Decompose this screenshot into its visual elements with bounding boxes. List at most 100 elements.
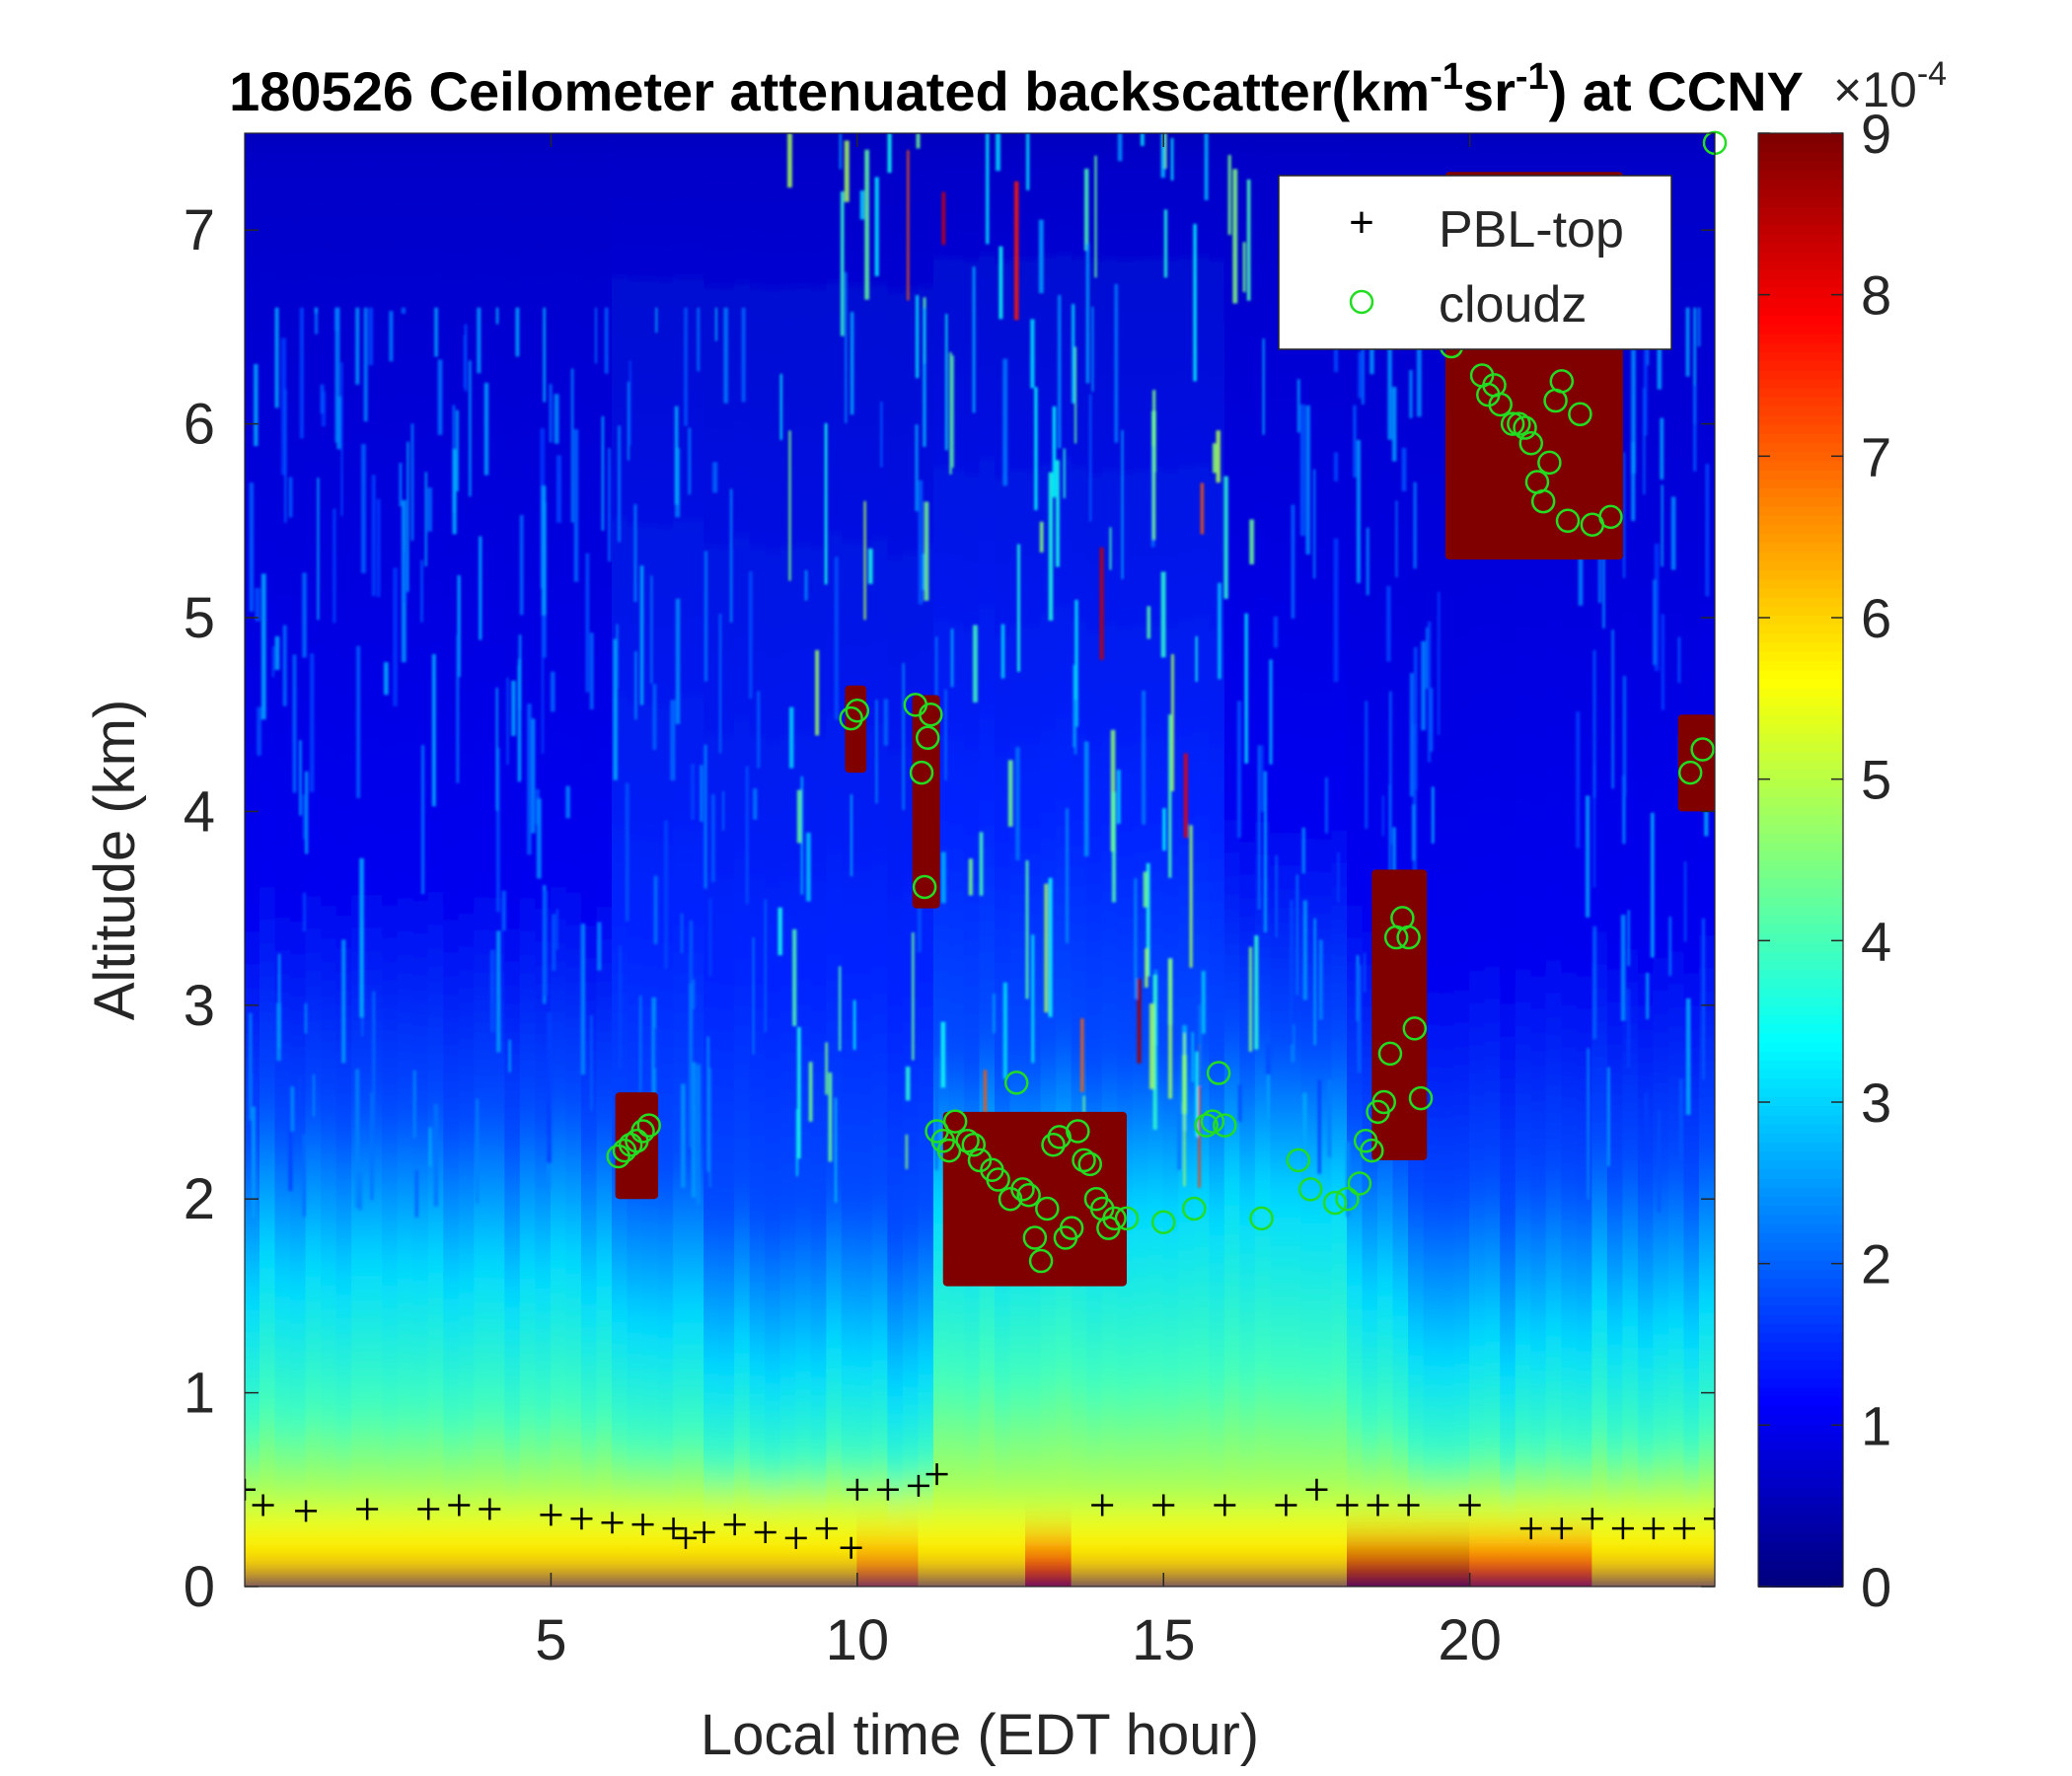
aerosol-streak bbox=[508, 1039, 511, 1073]
aerosol-streak bbox=[1091, 306, 1094, 392]
aerosol-streak bbox=[1000, 624, 1005, 679]
cloudz-point bbox=[1371, 1089, 1396, 1115]
heatmap-column bbox=[902, 133, 920, 1587]
colorbar-band bbox=[1758, 1114, 1843, 1125]
heatmap-column bbox=[1347, 133, 1364, 1587]
aerosol-streak bbox=[934, 1057, 938, 1170]
aerosol-streak bbox=[1305, 405, 1310, 555]
colorbar-band bbox=[1758, 1241, 1843, 1252]
aerosol-streak bbox=[940, 851, 946, 904]
colorbar-band bbox=[1758, 315, 1843, 326]
aerosol-streak bbox=[302, 794, 306, 840]
aerosol-streak bbox=[1048, 472, 1054, 621]
aerosol-streak bbox=[288, 1083, 293, 1192]
heatmap-column bbox=[474, 133, 490, 1587]
y-axis: 0 1 2 3 4 5 6 7 bbox=[184, 198, 1715, 1619]
heatmap-column bbox=[321, 133, 337, 1587]
aerosol-streak bbox=[1661, 614, 1665, 710]
aerosol-streak bbox=[723, 307, 728, 404]
colorbar-band bbox=[1758, 1205, 1843, 1216]
aerosol-streak bbox=[580, 924, 586, 1075]
colorbar-band bbox=[1758, 1369, 1843, 1379]
aerosol-streak bbox=[1437, 591, 1441, 735]
aerosol-streak bbox=[916, 133, 921, 149]
pbl-top-point bbox=[662, 1517, 685, 1540]
aerosol-streak bbox=[1387, 307, 1392, 440]
heatmap-column bbox=[841, 133, 858, 1587]
heatmap-column bbox=[1285, 133, 1302, 1587]
aerosol-streak bbox=[1365, 701, 1369, 829]
heatmap-column bbox=[1622, 133, 1639, 1587]
colorbar-tick-label: 2 bbox=[1861, 1233, 1891, 1295]
aerosol-streak bbox=[1661, 484, 1664, 567]
aerosol-streak bbox=[254, 363, 259, 447]
pbl-top-point bbox=[1581, 1508, 1603, 1530]
x-axis: 5 10 15 20 bbox=[535, 133, 1502, 1672]
cloud-region bbox=[615, 1092, 659, 1200]
aerosol-streak bbox=[835, 1097, 838, 1203]
colorbar-band bbox=[1758, 269, 1843, 280]
cloudz-point bbox=[1249, 1206, 1274, 1231]
aerosol-streak bbox=[1218, 582, 1221, 680]
colorbar-band bbox=[1758, 196, 1843, 207]
heatmap-column bbox=[1331, 133, 1348, 1587]
aerosol-streak bbox=[979, 832, 984, 896]
colorbar-band bbox=[1758, 432, 1843, 444]
cloudz-point bbox=[1598, 504, 1623, 530]
aerosol-streak bbox=[1670, 496, 1676, 570]
aerosol-streak bbox=[1421, 640, 1426, 731]
colorbar-band bbox=[1758, 451, 1843, 462]
aerosol-streak bbox=[489, 949, 495, 1033]
aerosol-streak bbox=[456, 409, 459, 492]
aerosol-streak bbox=[274, 307, 279, 408]
cloudz-point bbox=[1194, 1113, 1219, 1138]
colorbar-band bbox=[1758, 1432, 1843, 1443]
aerosol-streak bbox=[1249, 519, 1254, 564]
colorbar-band bbox=[1758, 1313, 1843, 1325]
aerosol-streak bbox=[1622, 452, 1626, 578]
colorbar-band bbox=[1758, 259, 1843, 271]
aerosol-streak bbox=[550, 671, 555, 712]
heatmap-column bbox=[412, 133, 429, 1587]
aerosol-streak bbox=[1198, 1003, 1203, 1087]
pbl-top-point bbox=[417, 1498, 440, 1520]
colorbar-band bbox=[1758, 987, 1843, 998]
pbl-top-point bbox=[693, 1521, 715, 1544]
colorbar-band bbox=[1758, 514, 1843, 525]
aerosol-streak bbox=[251, 1106, 256, 1219]
colorbar-band bbox=[1758, 1095, 1843, 1107]
pbl-top-point bbox=[295, 1500, 318, 1522]
aerosol-streak bbox=[1592, 650, 1596, 798]
aerosol-streak bbox=[1121, 429, 1124, 579]
colorbar-band bbox=[1758, 233, 1843, 244]
colorbar-band bbox=[1758, 950, 1843, 961]
cloudz-point bbox=[630, 1119, 655, 1144]
heatmap-column bbox=[734, 133, 751, 1587]
aerosol-streak bbox=[653, 875, 658, 944]
heatmap-column bbox=[1178, 133, 1195, 1587]
colorbar-band bbox=[1758, 914, 1843, 925]
cloudz-point bbox=[1114, 1206, 1140, 1231]
aerosol-streak bbox=[1038, 219, 1044, 294]
aerosol-streak bbox=[401, 499, 407, 663]
heatmap-column bbox=[688, 133, 705, 1587]
aerosol-streak bbox=[1416, 307, 1422, 417]
aerosol-streak bbox=[1386, 585, 1391, 662]
heatmap-column bbox=[397, 133, 414, 1587]
colorbar-band bbox=[1758, 187, 1843, 198]
aerosol-streak bbox=[887, 133, 892, 174]
aerosol-streak bbox=[940, 1021, 946, 1088]
aerosol-streak bbox=[1085, 244, 1090, 384]
cloudz-point bbox=[1377, 1041, 1403, 1067]
aerosol-streak bbox=[1364, 952, 1367, 993]
colorbar-band bbox=[1758, 133, 1843, 144]
aerosol-streak bbox=[949, 352, 952, 475]
aerosol-streak bbox=[590, 1014, 593, 1111]
aerosol-streak bbox=[457, 575, 461, 678]
cloudz-point bbox=[1035, 1196, 1060, 1221]
colorbar-band bbox=[1758, 1141, 1843, 1152]
aerosol-streak bbox=[1044, 883, 1048, 1013]
aerosol-streak bbox=[1650, 812, 1655, 958]
cloudz-point bbox=[845, 699, 870, 723]
